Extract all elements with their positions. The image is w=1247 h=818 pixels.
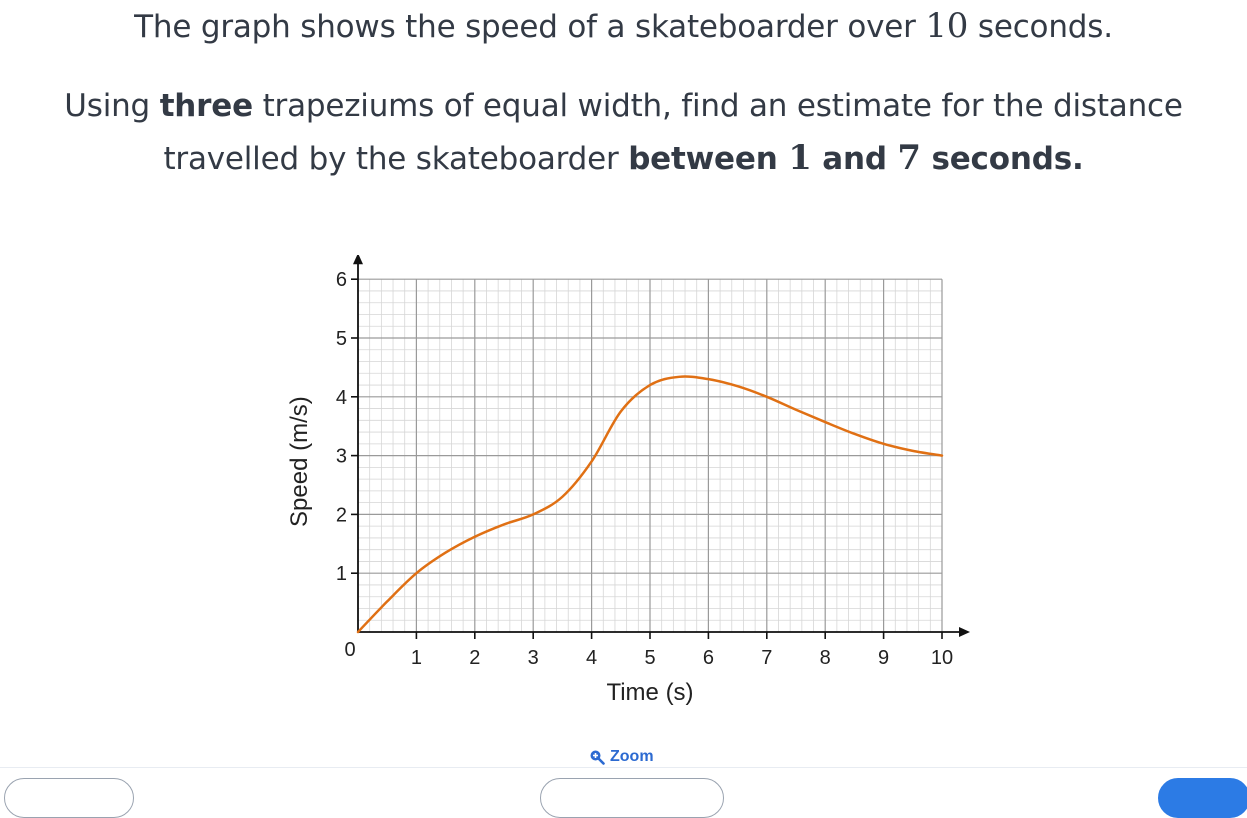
x-axis-label: Time (s) (606, 679, 693, 706)
x-tick-label: 7 (761, 647, 772, 669)
x-tick-label: 6 (703, 647, 714, 669)
question-line-1: The graph shows the speed of a skateboar… (134, 6, 1113, 46)
axes (353, 255, 970, 637)
x-tick-label: 5 (644, 647, 655, 669)
speed-curve (356, 375, 944, 634)
y-tick-label: 5 (336, 328, 347, 350)
origin-label: 0 (344, 639, 355, 661)
ticks (351, 278, 943, 639)
zoom-in-icon (590, 750, 605, 765)
zoom-label: Zoom (610, 748, 654, 765)
next-button[interactable] (1158, 778, 1247, 818)
zoom-button[interactable]: Zoom (589, 746, 654, 768)
y-tick-label: 3 (336, 446, 347, 468)
x-tick-label: 3 (528, 647, 539, 669)
question-line-2: Using three trapeziums of equal width, f… (64, 88, 1183, 124)
previous-button[interactable] (4, 778, 134, 818)
footer-divider (0, 767, 1247, 768)
x-tick-label: 1 (411, 647, 422, 669)
question-line-3: travelled by the skateboarder between 1 … (163, 138, 1084, 178)
y-axis-arrow (353, 255, 363, 265)
y-tick-label: 4 (336, 387, 347, 409)
y-tick-label: 1 (336, 563, 347, 585)
grid-major (357, 278, 943, 633)
x-tick-label: 9 (878, 647, 889, 669)
y-tick-label: 2 (336, 504, 347, 526)
x-tick-label: 10 (931, 647, 953, 669)
x-axis-arrow (959, 627, 970, 637)
speed-time-chart: 1 2 3 4 5 6 7 8 9 10 1 2 3 4 5 6 Time (s) Speed (m/s) 0 (286, 255, 970, 706)
tick-labels: 1 2 3 4 5 6 7 8 9 10 1 2 3 4 5 6 (336, 269, 953, 669)
middle-button[interactable] (540, 778, 724, 818)
x-tick-label: 2 (469, 647, 480, 669)
y-axis-label: Speed (m/s) (286, 396, 313, 527)
x-tick-label: 8 (820, 647, 831, 669)
y-tick-label: 6 (336, 269, 347, 291)
x-tick-label: 4 (586, 647, 597, 669)
